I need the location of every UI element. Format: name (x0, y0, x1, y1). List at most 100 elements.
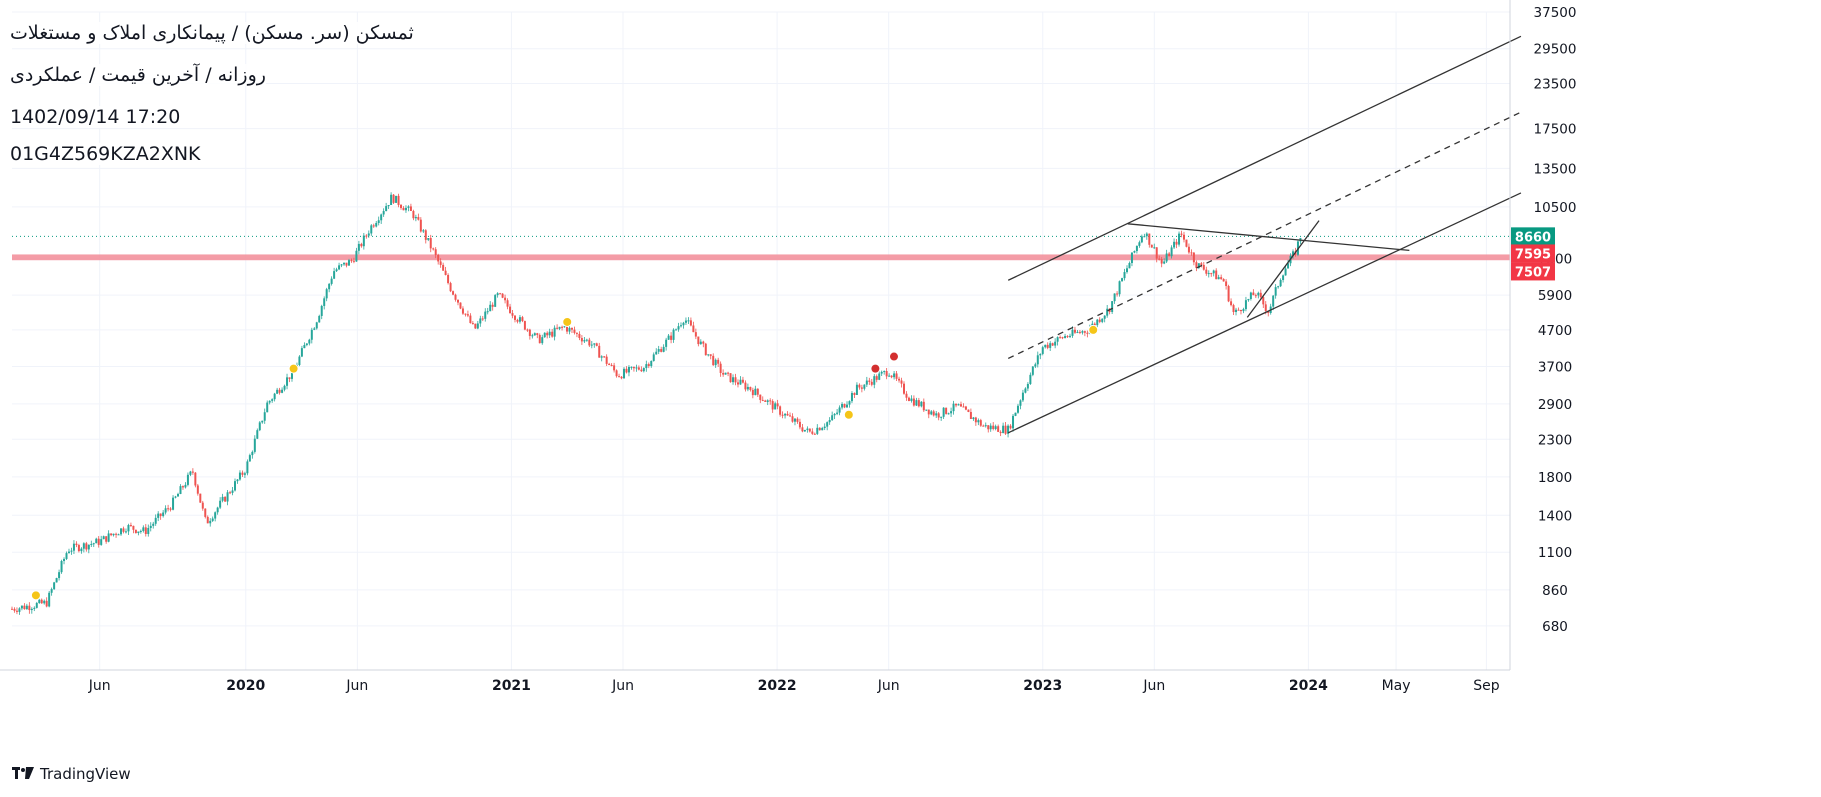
candle-body (328, 283, 331, 290)
candle-body (43, 600, 46, 604)
candle-body (774, 403, 777, 410)
candle-body (1071, 329, 1074, 336)
x-tick-label: 2021 (492, 678, 531, 694)
candle-body (288, 377, 291, 379)
brand-label: TradingView (40, 765, 131, 783)
candle-body (518, 317, 521, 322)
candle-body (605, 356, 608, 364)
candle-body (298, 356, 301, 366)
candle-body (749, 386, 752, 390)
candle-body (67, 551, 70, 554)
candle-body (1242, 309, 1245, 312)
candle-body (447, 274, 450, 284)
event-marker-yellow[interactable] (288, 363, 299, 374)
candle-body (898, 378, 901, 381)
event-marker-yellow[interactable] (1088, 324, 1099, 335)
candle-body (833, 413, 836, 416)
candle-body (50, 589, 53, 593)
candle-body (509, 306, 512, 314)
candle-body (271, 399, 274, 401)
candle-body (466, 314, 469, 316)
candle-body (734, 377, 737, 383)
candle-body (987, 425, 990, 430)
candle-body (152, 523, 155, 526)
candle-body (846, 404, 849, 408)
channel-upper-line[interactable] (1007, 35, 1522, 281)
candle-body (865, 380, 868, 385)
resistance-line[interactable] (1127, 223, 1410, 252)
candle-body (499, 293, 502, 295)
candle-body (667, 335, 670, 340)
candle-body (682, 322, 685, 326)
candle-body (885, 371, 888, 377)
event-marker-red[interactable] (888, 351, 899, 362)
chart-grid (12, 11, 1510, 670)
candle-body (528, 329, 531, 336)
candle-body (1113, 293, 1116, 302)
candle-body (1083, 331, 1086, 333)
event-marker-red[interactable] (870, 363, 881, 374)
x-tick-label: Jun (611, 678, 634, 694)
candle-body (789, 415, 792, 417)
candle-body (1200, 263, 1203, 265)
candle-body (55, 578, 58, 583)
candle-body (318, 315, 321, 323)
candle-body (1009, 425, 1012, 429)
candle-body (1024, 388, 1027, 393)
candle-body (1272, 295, 1275, 307)
candle-body (367, 233, 370, 236)
x-tick-label: Jun (88, 678, 111, 694)
event-markers[interactable] (30, 316, 1099, 601)
candle-body (1111, 301, 1114, 312)
candle-body (940, 416, 943, 418)
candle-body (828, 420, 831, 423)
channel-lower-line[interactable] (1007, 192, 1522, 434)
event-marker-yellow[interactable] (30, 590, 41, 601)
y-tick-label: 29500 (1534, 42, 1577, 58)
channel-mid-line[interactable] (1007, 111, 1522, 360)
y-tick-label: 4700 (1538, 323, 1572, 339)
candle-body (1007, 425, 1010, 434)
candlestick-series (11, 192, 1302, 615)
candle-body (1274, 287, 1277, 296)
candle-body (233, 481, 236, 491)
x-tick-label: Sep (1473, 678, 1500, 694)
candle-body (303, 345, 306, 349)
candle-body (722, 372, 725, 375)
candle-body (496, 293, 499, 296)
event-marker-yellow[interactable] (843, 409, 854, 420)
candle-body (80, 548, 83, 552)
candle-body (236, 479, 239, 482)
tradingview-brand[interactable]: TradingView (12, 765, 131, 783)
candle-body (238, 472, 241, 480)
candle-body (1262, 297, 1265, 305)
x-tick-label: May (1382, 678, 1411, 694)
candle-body (1138, 242, 1141, 246)
candle-body (784, 413, 787, 416)
candle-body (434, 249, 437, 255)
candle-body (13, 608, 16, 611)
candle-body (360, 243, 363, 247)
trendlines[interactable] (1007, 35, 1522, 434)
candle-body (1267, 310, 1270, 313)
event-marker-yellow[interactable] (562, 316, 573, 327)
candle-body (211, 518, 214, 521)
candle-body (365, 235, 368, 237)
candle-body (1212, 270, 1215, 274)
candle-body (120, 528, 123, 535)
candle-body (932, 411, 935, 416)
axes[interactable]: 680 860 1100 1400 1800 2300 2900 3700 4700 5900 75… (0, 0, 1576, 694)
candle-body (704, 343, 707, 356)
candle-body (1081, 331, 1084, 333)
candle-body (595, 343, 598, 346)
candle-body (868, 380, 871, 382)
candle-body (907, 397, 910, 401)
candle-body (375, 222, 378, 227)
candle-body (404, 207, 407, 211)
candle-body (251, 451, 254, 456)
candle-body (900, 380, 903, 384)
candle-body (216, 507, 219, 513)
steep-support-line[interactable] (1246, 220, 1320, 318)
candle-body (18, 608, 21, 612)
